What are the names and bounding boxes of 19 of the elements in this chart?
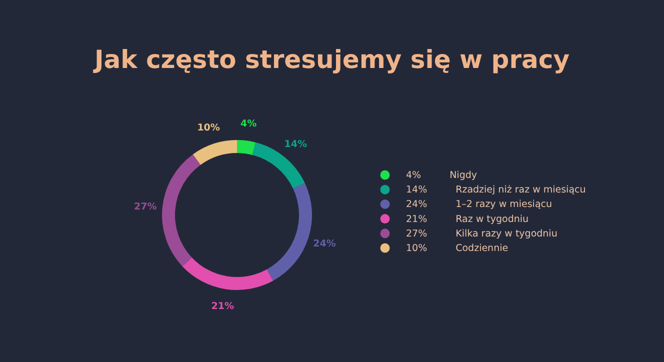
legend-label: 4% Nigdy: [406, 170, 478, 181]
legend-label: 14% Rzadziej niż raz w miesiącu: [406, 184, 586, 196]
donut-slice: [252, 142, 305, 189]
donut-slice: [182, 257, 274, 290]
data-label: 14%: [284, 139, 308, 150]
data-label: 4%: [240, 118, 258, 130]
donut-slice: [162, 154, 201, 266]
data-label: 24%: [313, 238, 336, 250]
chart-title: Jak często stresujemy się w pracy: [92, 45, 570, 74]
data-label: 27%: [134, 201, 158, 212]
donut-slice: [266, 183, 312, 281]
data-label: 10%: [197, 122, 220, 134]
legend-label: 24% 1–2 razy w miesiącu: [406, 199, 552, 210]
legend-label: 10% Codziennie: [406, 243, 508, 254]
data-label: 21%: [211, 300, 234, 312]
legend-label: 27% Kilka razy w tygodniu: [406, 228, 558, 240]
donut-slice: [192, 140, 237, 165]
donut-slice: [237, 140, 256, 155]
legend-label: 21% Raz w tygodniu: [406, 214, 529, 225]
